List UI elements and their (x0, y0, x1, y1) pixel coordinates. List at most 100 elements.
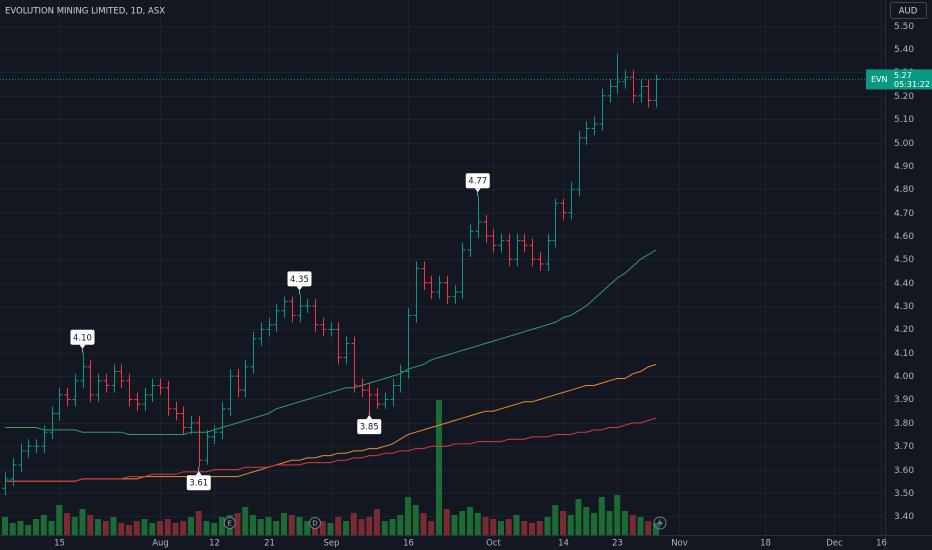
x-tick-label: 15 (54, 539, 65, 549)
event-label[interactable]: D (312, 520, 317, 528)
y-tick-label: 3.60 (894, 466, 914, 476)
volume-bar (544, 517, 551, 535)
price-axis: 3.40 3.50 3.60 3.70 3.80 3.90 4.00 4.10 4.20 4.30… (894, 22, 914, 522)
y-tick-label: 5.40 (894, 45, 914, 55)
volume-bar (188, 517, 194, 535)
volume-bar (87, 515, 94, 535)
volume-bar (536, 521, 543, 535)
callout-box (357, 419, 382, 435)
event-label[interactable]: E (228, 520, 232, 528)
event-marker[interactable] (309, 517, 321, 529)
volume-bar (110, 517, 117, 535)
callout-pointer (79, 344, 86, 349)
y-tick-label: 4.50 (894, 255, 914, 265)
volume-bar (513, 515, 520, 535)
last-price-box (866, 69, 932, 90)
volume-bar (141, 519, 148, 535)
volume-bar (288, 515, 295, 535)
volume-bar (25, 525, 32, 535)
volume-bar (319, 521, 326, 535)
alert-icon[interactable] (653, 516, 667, 530)
volume-bar (598, 497, 605, 535)
currency-box[interactable] (890, 2, 927, 19)
volume-bar (614, 495, 621, 535)
y-tick-label: 5.50 (894, 22, 914, 32)
volume-bar (79, 509, 86, 535)
volume-bar (234, 513, 241, 535)
volume-bar (459, 511, 466, 535)
callout-label: 4.77 (468, 177, 487, 187)
volume-bar (474, 513, 481, 535)
volume-bar (164, 519, 171, 535)
volume-bar (645, 521, 652, 535)
x-tick-label: 23 (612, 539, 623, 549)
volume-bar (157, 521, 163, 535)
volume-bar (467, 507, 473, 535)
volume-bar (203, 521, 210, 535)
volume-bar (64, 513, 70, 535)
volume-bar (490, 519, 497, 535)
volume-bar (389, 519, 396, 535)
volume-bar (591, 513, 597, 535)
volume-bar (118, 523, 125, 535)
volume-bar (343, 521, 349, 535)
annotations: 4.10 4.35 4.77 3.61 3.85 E D (70, 173, 490, 529)
volume-bar (304, 521, 311, 535)
volume-bar (219, 517, 225, 535)
y-tick-label: 5.10 (894, 115, 914, 125)
y-tick-label: 3.50 (894, 489, 914, 499)
callout-box (287, 271, 312, 287)
volume-bar (482, 517, 489, 535)
volume-bar (366, 517, 373, 535)
callout-label: 4.10 (73, 333, 92, 343)
y-tick-label: 5.20 (894, 92, 914, 102)
y-tick-label: 3.40 (894, 512, 914, 522)
last-price-symbol: EVN (871, 75, 888, 84)
x-tick-label: 12 (209, 539, 220, 549)
volume-bar (637, 517, 644, 535)
last-price-countdown: 05:31:22 (894, 80, 930, 89)
icon-ring[interactable] (653, 516, 667, 530)
volume-bar (250, 515, 256, 535)
y-tick-label: 4.30 (894, 302, 914, 312)
y-tick-label: 4.70 (894, 209, 914, 219)
volume-bar (567, 515, 574, 535)
volume-bar (71, 517, 78, 535)
volume-bar (575, 499, 582, 535)
moving-average-line (5, 417, 657, 482)
volume-bar (126, 525, 132, 535)
callout-pointer (195, 471, 202, 476)
y-tick-label: 4.90 (894, 162, 914, 172)
x-tick-label: 21 (264, 539, 275, 549)
volume-bar (257, 519, 264, 535)
volume-bar (48, 521, 55, 535)
volume-bar (505, 519, 512, 535)
currency[interactable]: AUD (899, 7, 918, 17)
volume-bar (420, 513, 427, 535)
volume-bar (180, 521, 187, 535)
volume-bar (622, 511, 628, 535)
last-price-label: 5.27 (894, 71, 912, 80)
event-marker[interactable] (223, 517, 236, 529)
icon-bolt[interactable] (657, 518, 663, 528)
volume-bar (9, 523, 16, 535)
volume-bar (281, 513, 287, 535)
callout-box (70, 329, 95, 345)
y-tick-label: 4.00 (894, 372, 914, 382)
volume-bar (95, 519, 101, 535)
y-tick-label: 5.00 (894, 139, 914, 149)
volume-bar (2, 517, 8, 535)
volume-bar (327, 523, 334, 535)
x-tick-label: 16 (876, 539, 887, 549)
volume-bar (412, 505, 419, 535)
volume-bar (296, 517, 303, 535)
y-tick-label: 4.10 (894, 349, 914, 359)
y-tick-label: 4.80 (894, 185, 914, 195)
volume-bar (521, 521, 528, 535)
x-tick-label: Sep (323, 539, 339, 549)
y-tick-label: 4.20 (894, 325, 914, 335)
volume-bar (17, 521, 24, 535)
y-tick-label: 3.90 (894, 395, 914, 405)
